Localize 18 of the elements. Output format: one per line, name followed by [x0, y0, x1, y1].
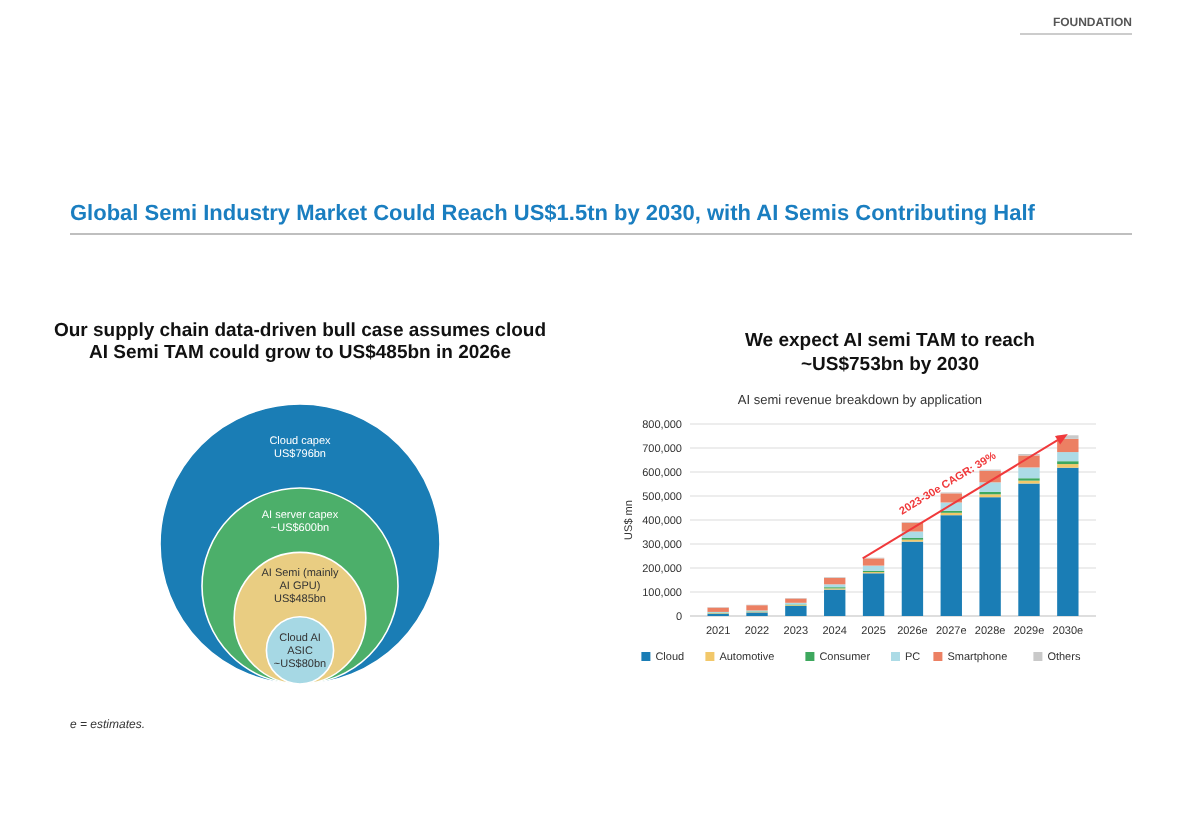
- bar: [746, 605, 768, 611]
- text: Our supply chain data-driven bull case assumes cloud AI Semi TAM could grow to US$485bn in 2026e: [53, 320, 547, 364]
- bar: [1057, 452, 1079, 462]
- chart-title: We expect AI semi TAM to reach ~US$753bn by 2030: [744, 330, 1036, 376]
- text: Global Semi Industry Market Could Reach US$1.5tn by 2030, with AI Semis Contributing Half: [70, 202, 1036, 226]
- bar: [862, 573, 885, 616]
- bar: [824, 589, 846, 616]
- bar: [1057, 467, 1079, 616]
- bar: [862, 565, 885, 571]
- bar: [940, 515, 962, 616]
- bar: [824, 577, 846, 585]
- bar: [901, 541, 924, 616]
- bar: [785, 605, 807, 616]
- bar: [1018, 483, 1040, 616]
- bar: [979, 497, 1001, 616]
- bar: [1018, 467, 1040, 479]
- bar: [940, 493, 962, 503]
- bar: [862, 558, 885, 566]
